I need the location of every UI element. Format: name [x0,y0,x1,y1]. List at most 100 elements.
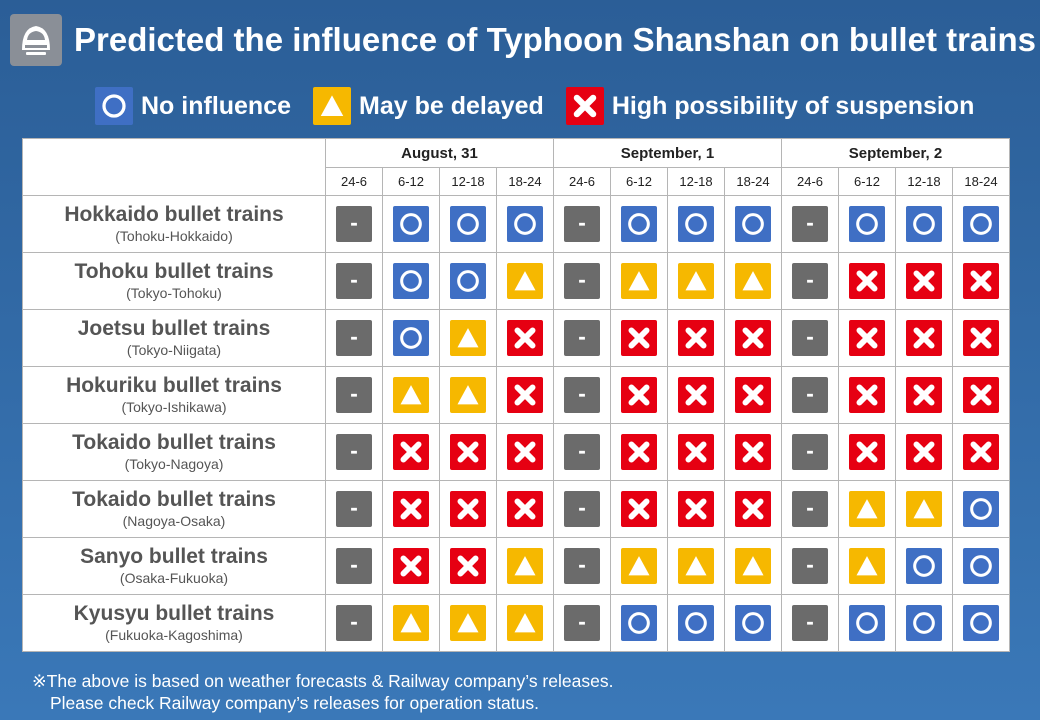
cross-icon [450,547,486,584]
line-route: (Osaka-Fukuoka) [119,570,229,586]
cross-icon [393,547,429,584]
status-cell [439,252,497,310]
cross-icon [450,490,486,527]
status-cell [724,423,782,481]
status-cell [610,252,668,310]
cross-icon [393,490,429,527]
time-slot-header: 6-12 [610,167,668,196]
dash-icon [792,490,828,527]
dash-icon [792,205,828,242]
time-slot-header: 24-6 [325,167,383,196]
status-cell [553,423,611,481]
line-name: Joetsu bullet trains [77,317,271,340]
status-cell [838,195,896,253]
status-cell [667,423,725,481]
cross-icon [963,262,999,299]
status-cell [325,480,383,538]
status-cell [553,252,611,310]
status-cell [781,594,839,652]
time-slot-header: 18-24 [496,167,554,196]
status-cell [610,309,668,367]
status-cell [952,537,1010,595]
cross-icon [565,87,604,125]
line-cell: Tohoku bullet trains (Tokyo-Tohoku) [22,252,326,310]
status-cell [325,309,383,367]
status-cell [610,594,668,652]
status-cell [382,594,440,652]
circle-icon [963,490,999,527]
time-slot-header: 12-18 [895,167,953,196]
status-cell [895,252,953,310]
legend-label: May be delayed [359,91,544,120]
status-cell [724,195,782,253]
status-cell [610,195,668,253]
circle-icon [906,604,942,641]
cross-icon [963,433,999,470]
status-cell [439,423,497,481]
table-row: Hokkaido bullet trains (Tohoku-Hokkaido) [22,195,1010,253]
dash-icon [564,205,600,242]
line-route: (Tokyo-Ishikawa) [121,399,227,415]
dash-icon [564,490,600,527]
legend-item: No influence [95,87,291,125]
status-cell [382,423,440,481]
status-cell [496,594,554,652]
line-cell: Hokuriku bullet trains (Tokyo-Ishikawa) [22,366,326,424]
cross-icon [906,376,942,413]
table-row: Kyusyu bullet trains (Fukuoka-Kagoshima) [22,594,1010,652]
line-route: (Tohoku-Hokkaido) [115,228,233,244]
date-header: August, 31 [325,138,554,168]
status-cell [838,309,896,367]
status-cell [439,480,497,538]
dash-icon [564,547,600,584]
dash-icon [564,376,600,413]
status-cell [781,423,839,481]
table-row: Tokaido bullet trains (Tokyo-Nagoya) [22,423,1010,481]
triangle-icon [313,87,352,125]
date-header: September, 2 [781,138,1010,168]
time-slot-header: 24-6 [781,167,839,196]
status-cell [496,537,554,595]
status-cell [838,537,896,595]
legend-label: High possibility of suspension [611,91,975,120]
status-cell [496,195,554,253]
status-cell [724,594,782,652]
time-slot-row: 24-6 6-12 12-18 18-24 24-6 6-12 12-18 18-24 24-6… [23,167,1010,196]
cross-icon [678,433,714,470]
status-cell [496,366,554,424]
dash-icon [792,547,828,584]
status-cell [610,423,668,481]
cross-icon [507,490,543,527]
status-cell [724,309,782,367]
corner-cell [22,138,326,196]
status-cell [496,252,554,310]
status-cell [382,252,440,310]
cross-icon [735,490,771,527]
circle-icon [507,205,543,242]
status-cell [838,594,896,652]
line-name: Hokuriku bullet trains [66,374,282,397]
status-cell [553,480,611,538]
status-cell [439,537,497,595]
cross-icon [621,490,657,527]
status-cell [439,195,497,253]
triangle-icon [849,490,885,527]
dash-icon [336,547,372,584]
status-table: August, 31 September, 1 September, 2 24-… [22,138,1010,652]
table-row: Sanyo bullet trains (Osaka-Fukuoka) [22,537,1010,595]
dash-icon [792,376,828,413]
circle-icon [621,604,657,641]
circle-icon [849,205,885,242]
circle-icon [906,205,942,242]
time-slot-header: 12-18 [439,167,497,196]
circle-icon [963,205,999,242]
footnote-line: Please check Railway company’s releases … [50,693,539,713]
cross-icon [621,433,657,470]
status-cell [610,366,668,424]
dash-icon [336,376,372,413]
dash-icon [792,262,828,299]
circle-icon [393,205,429,242]
triangle-icon [507,547,543,584]
status-cell [325,594,383,652]
dash-icon [564,604,600,641]
